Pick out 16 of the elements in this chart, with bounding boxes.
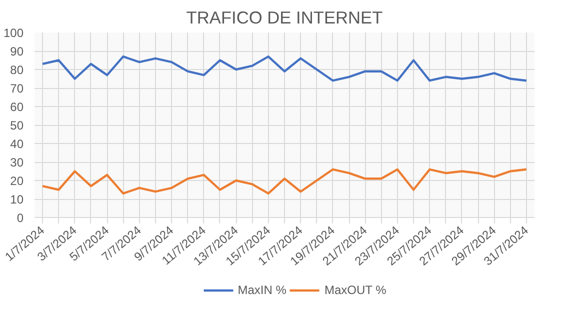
y-tick-label: 70 xyxy=(10,82,24,96)
legend-label: MaxOUT % xyxy=(324,283,386,297)
chart-title: TRAFICO DE INTERNET xyxy=(186,8,384,28)
y-tick-label: 10 xyxy=(10,192,24,206)
y-tick-label: 90 xyxy=(10,44,24,58)
y-tick-label: 20 xyxy=(10,174,24,188)
line-series xyxy=(41,168,528,195)
line-series xyxy=(41,55,528,82)
y-tick-label: 0 xyxy=(16,211,24,225)
y-tick-label: 80 xyxy=(10,63,24,77)
y-tick-label: 60 xyxy=(10,100,24,114)
y-tick-label: 50 xyxy=(10,118,24,132)
y-tick-label: 100 xyxy=(3,26,24,40)
y-tick-label: 40 xyxy=(10,137,24,151)
y-tick-label: 30 xyxy=(10,156,24,170)
legend-label: MaxIN % xyxy=(238,283,286,297)
